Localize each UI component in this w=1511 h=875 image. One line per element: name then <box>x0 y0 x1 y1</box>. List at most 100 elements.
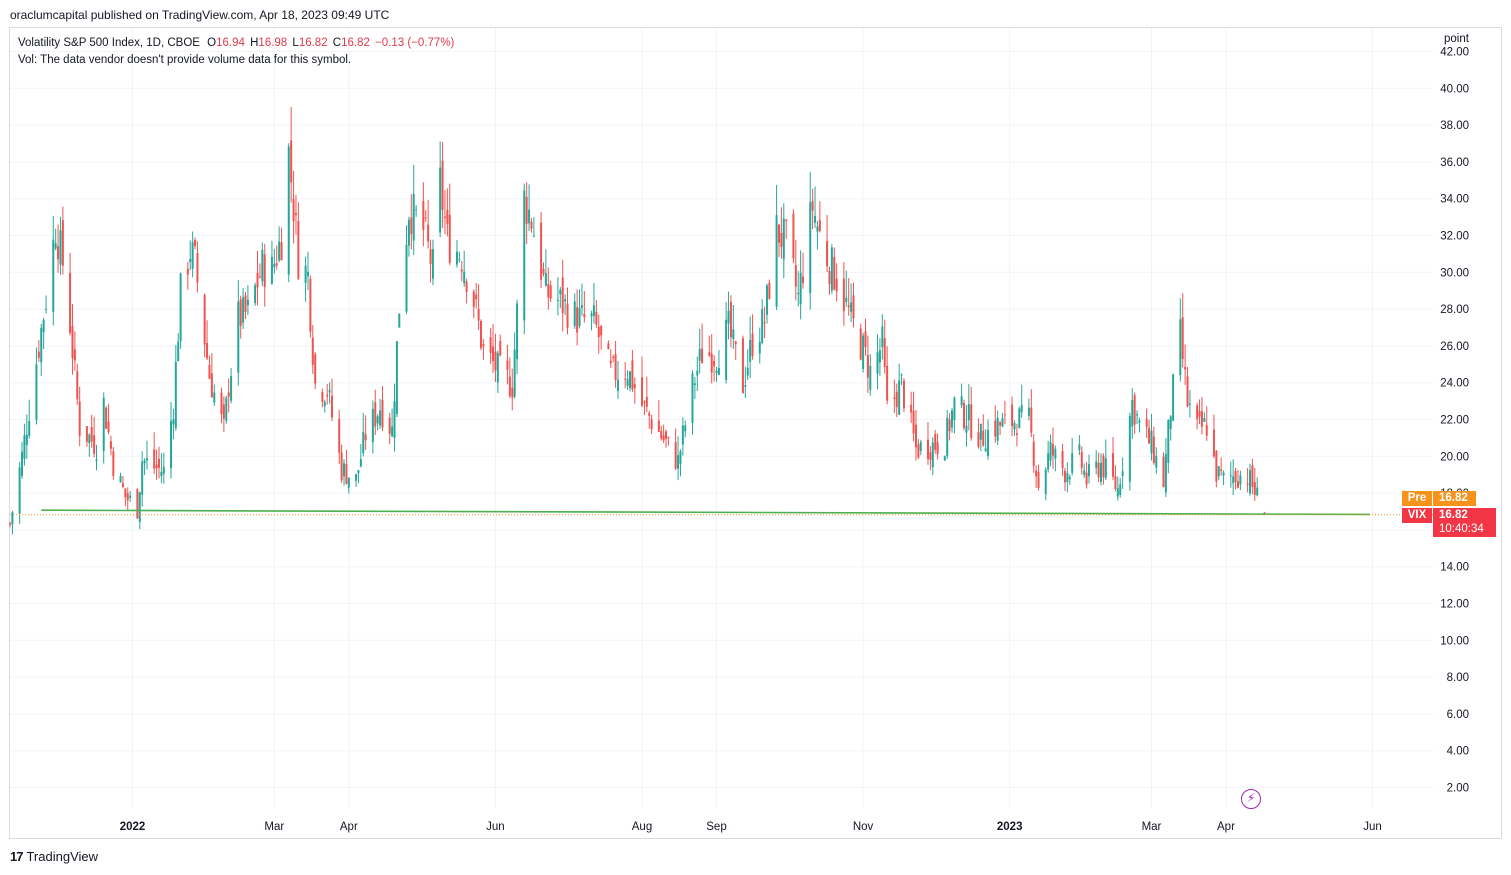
candle[interactable] <box>1001 412 1004 428</box>
candle[interactable] <box>616 360 619 399</box>
candle[interactable] <box>455 239 458 268</box>
candle[interactable] <box>657 400 660 433</box>
candle[interactable] <box>227 378 230 413</box>
candle[interactable] <box>864 318 867 356</box>
candle[interactable] <box>1172 373 1175 422</box>
candle[interactable] <box>614 340 617 388</box>
candle[interactable] <box>1249 463 1251 496</box>
candle[interactable] <box>876 334 879 390</box>
candle[interactable] <box>28 399 31 439</box>
candle[interactable] <box>578 289 581 329</box>
candle[interactable] <box>1239 470 1242 491</box>
candle[interactable] <box>833 247 836 291</box>
candle[interactable] <box>1097 452 1100 482</box>
candle[interactable] <box>1181 293 1184 368</box>
candle[interactable] <box>492 324 495 373</box>
candle[interactable] <box>1186 367 1189 408</box>
candle[interactable] <box>129 491 132 502</box>
candle[interactable] <box>391 408 394 438</box>
candle[interactable] <box>1054 445 1057 472</box>
candle[interactable] <box>542 262 545 277</box>
candle[interactable] <box>35 347 38 425</box>
candle[interactable] <box>206 320 209 360</box>
candle[interactable] <box>489 328 492 364</box>
candle[interactable] <box>960 383 963 409</box>
candle[interactable] <box>749 316 752 379</box>
candle[interactable] <box>953 396 956 434</box>
candle[interactable] <box>648 410 651 429</box>
candle[interactable] <box>278 226 281 263</box>
candle[interactable] <box>701 323 704 364</box>
legend-symbol[interactable]: Volatility S&P 500 Index, 1D, CBOE <box>18 37 200 49</box>
candle[interactable] <box>306 251 309 291</box>
candle[interactable] <box>1080 446 1083 475</box>
candle[interactable] <box>902 378 905 413</box>
candle[interactable] <box>297 202 300 281</box>
candle[interactable] <box>732 304 735 350</box>
candle[interactable] <box>979 423 982 452</box>
candle[interactable] <box>777 224 780 258</box>
candle[interactable] <box>208 355 211 380</box>
candle[interactable] <box>814 186 817 228</box>
candle[interactable] <box>609 349 612 368</box>
candle[interactable] <box>1253 467 1256 501</box>
candle[interactable] <box>326 383 329 405</box>
candle[interactable] <box>566 287 569 335</box>
candle[interactable] <box>768 279 771 300</box>
candle[interactable] <box>926 422 929 465</box>
candle[interactable] <box>508 357 511 399</box>
candle[interactable] <box>338 409 341 465</box>
candle[interactable] <box>458 251 461 263</box>
candle[interactable] <box>292 170 295 244</box>
candle[interactable] <box>850 283 853 322</box>
candle[interactable] <box>73 331 76 371</box>
candle[interactable] <box>1102 453 1105 485</box>
candle[interactable] <box>513 332 516 399</box>
candle[interactable] <box>631 349 634 393</box>
candle[interactable] <box>1162 452 1165 488</box>
candle[interactable] <box>744 366 747 398</box>
candle[interactable] <box>1236 469 1239 489</box>
candle[interactable] <box>460 260 463 282</box>
candle[interactable] <box>1184 344 1187 385</box>
candle[interactable] <box>780 207 783 259</box>
candle[interactable] <box>919 439 922 456</box>
candle[interactable] <box>261 242 264 287</box>
candle[interactable] <box>124 488 127 507</box>
candle[interactable] <box>797 270 800 307</box>
candle[interactable] <box>1027 398 1030 421</box>
candle[interactable] <box>186 261 189 290</box>
candle[interactable] <box>179 272 182 349</box>
candle[interactable] <box>681 417 684 456</box>
candle[interactable] <box>105 406 108 429</box>
candle[interactable] <box>1112 436 1115 481</box>
candle[interactable] <box>256 250 259 306</box>
candle[interactable] <box>612 354 615 363</box>
candle[interactable] <box>155 449 158 481</box>
candle[interactable] <box>734 340 737 360</box>
candle[interactable] <box>160 453 163 484</box>
candle[interactable] <box>59 216 62 275</box>
candle[interactable] <box>54 228 57 251</box>
candle[interactable] <box>727 291 730 340</box>
candle[interactable] <box>607 340 610 350</box>
candle[interactable] <box>475 283 478 309</box>
candle[interactable] <box>1071 437 1074 476</box>
candle[interactable] <box>472 289 475 319</box>
candle[interactable] <box>645 376 648 413</box>
candle[interactable] <box>40 323 43 377</box>
candle[interactable] <box>429 239 432 283</box>
candle[interactable] <box>11 510 14 535</box>
candle[interactable] <box>424 210 427 222</box>
candle[interactable] <box>465 278 468 304</box>
candle[interactable] <box>37 340 40 362</box>
candle[interactable] <box>970 386 973 441</box>
candle[interactable] <box>996 410 999 446</box>
candle[interactable] <box>270 240 273 285</box>
candle[interactable] <box>1179 298 1182 382</box>
candle[interactable] <box>1217 465 1220 481</box>
candle[interactable] <box>1003 400 1006 425</box>
candle[interactable] <box>592 283 595 324</box>
candle[interactable] <box>758 327 761 364</box>
candle[interactable] <box>355 473 358 487</box>
